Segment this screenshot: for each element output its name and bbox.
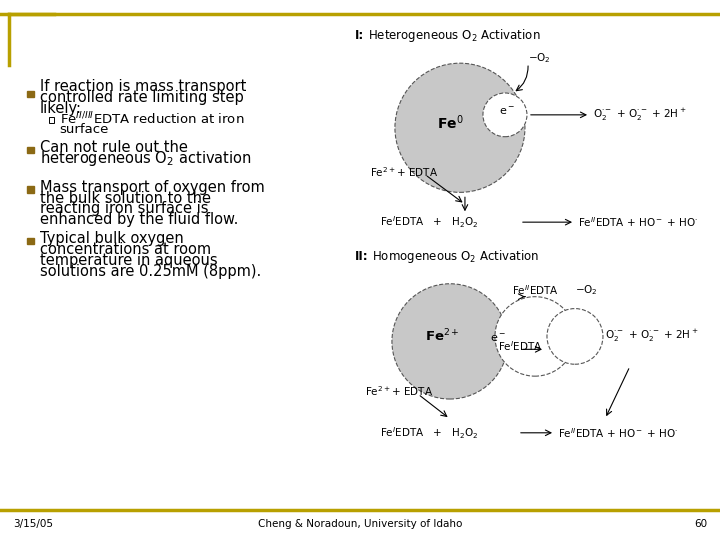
Text: Homogeneous O$_2$ Activation: Homogeneous O$_2$ Activation — [372, 248, 539, 266]
Text: O$_2^{\cdot-}$ + O$_2^{\cdot-}$ + 2H$^+$: O$_2^{\cdot-}$ + O$_2^{\cdot-}$ + 2H$^+$ — [605, 328, 698, 345]
Text: 3/15/05: 3/15/05 — [13, 519, 53, 529]
Circle shape — [483, 93, 527, 137]
Text: 60: 60 — [694, 519, 707, 529]
Text: temperature in aqueous: temperature in aqueous — [40, 253, 217, 268]
Text: the bulk solution to the: the bulk solution to the — [40, 191, 210, 206]
Bar — [27, 91, 34, 97]
Text: heterogeneous O$_2$ activation: heterogeneous O$_2$ activation — [40, 149, 251, 168]
Text: concentrations at room: concentrations at room — [40, 242, 211, 257]
Text: Fe$^0$: Fe$^0$ — [436, 113, 463, 132]
Text: If reaction is mass transport: If reaction is mass transport — [40, 79, 246, 94]
Circle shape — [395, 63, 525, 192]
Circle shape — [547, 308, 603, 364]
Bar — [27, 147, 34, 153]
Circle shape — [495, 296, 575, 376]
Text: Cheng & Noradoun, University of Idaho: Cheng & Noradoun, University of Idaho — [258, 519, 462, 529]
Text: II:: II: — [355, 251, 369, 264]
Text: Fe$^I$EDTA: Fe$^I$EDTA — [498, 340, 543, 353]
Text: I:: I: — [355, 29, 364, 42]
Text: Fe$^{II}$EDTA + HO$^-$ + HO$^{\cdot}$: Fe$^{II}$EDTA + HO$^-$ + HO$^{\cdot}$ — [558, 426, 678, 440]
Text: likely:: likely: — [40, 100, 81, 116]
Text: surface: surface — [60, 123, 109, 136]
Text: $-$O$_2$: $-$O$_2$ — [575, 283, 598, 296]
Circle shape — [392, 284, 508, 399]
Text: Fe$^I$EDTA   +   H$_2$O$_2$: Fe$^I$EDTA + H$_2$O$_2$ — [380, 214, 478, 230]
Text: reacting iron surface is: reacting iron surface is — [40, 201, 208, 217]
Text: enhanced by the fluid flow.: enhanced by the fluid flow. — [40, 212, 238, 227]
Text: $-$O$_2$: $-$O$_2$ — [528, 51, 551, 65]
Text: Can not rule out the: Can not rule out the — [40, 140, 187, 156]
Text: O$_2^{\cdot-}$ + O$_2^{\cdot-}$ + 2H$^+$: O$_2^{\cdot-}$ + O$_2^{\cdot-}$ + 2H$^+$ — [593, 107, 686, 123]
Text: Mass transport of oxygen from: Mass transport of oxygen from — [40, 180, 264, 195]
Text: Fe$^{2+}$: Fe$^{2+}$ — [425, 328, 459, 345]
Text: solutions are 0.25mM (8ppm).: solutions are 0.25mM (8ppm). — [40, 264, 261, 279]
Text: Fe$^I$EDTA   +   H$_2$O$_2$: Fe$^I$EDTA + H$_2$O$_2$ — [380, 425, 478, 441]
Text: Fe$^{2+}$+ EDTA: Fe$^{2+}$+ EDTA — [365, 384, 433, 398]
Text: e$^-$: e$^-$ — [499, 106, 515, 117]
Text: Typical bulk oxygen: Typical bulk oxygen — [40, 231, 184, 246]
Text: Fe$^{2+}$+ EDTA: Fe$^{2+}$+ EDTA — [370, 166, 438, 179]
Bar — [27, 186, 34, 193]
Text: Fe$^{II}$EDTA + HO$^-$ + HO$^{\cdot}$: Fe$^{II}$EDTA + HO$^-$ + HO$^{\cdot}$ — [578, 215, 698, 229]
Bar — [27, 238, 34, 244]
Text: Fe$^{II/III}$EDTA reduction at iron: Fe$^{II/III}$EDTA reduction at iron — [60, 111, 244, 127]
Text: Heterogeneous O$_2$ Activation: Heterogeneous O$_2$ Activation — [368, 27, 541, 44]
Bar — [49, 117, 54, 123]
Text: e$^-$: e$^-$ — [490, 333, 506, 344]
Text: controlled rate limiting step: controlled rate limiting step — [40, 90, 243, 105]
Text: Fe$^{II}$EDTA: Fe$^{II}$EDTA — [512, 283, 559, 296]
